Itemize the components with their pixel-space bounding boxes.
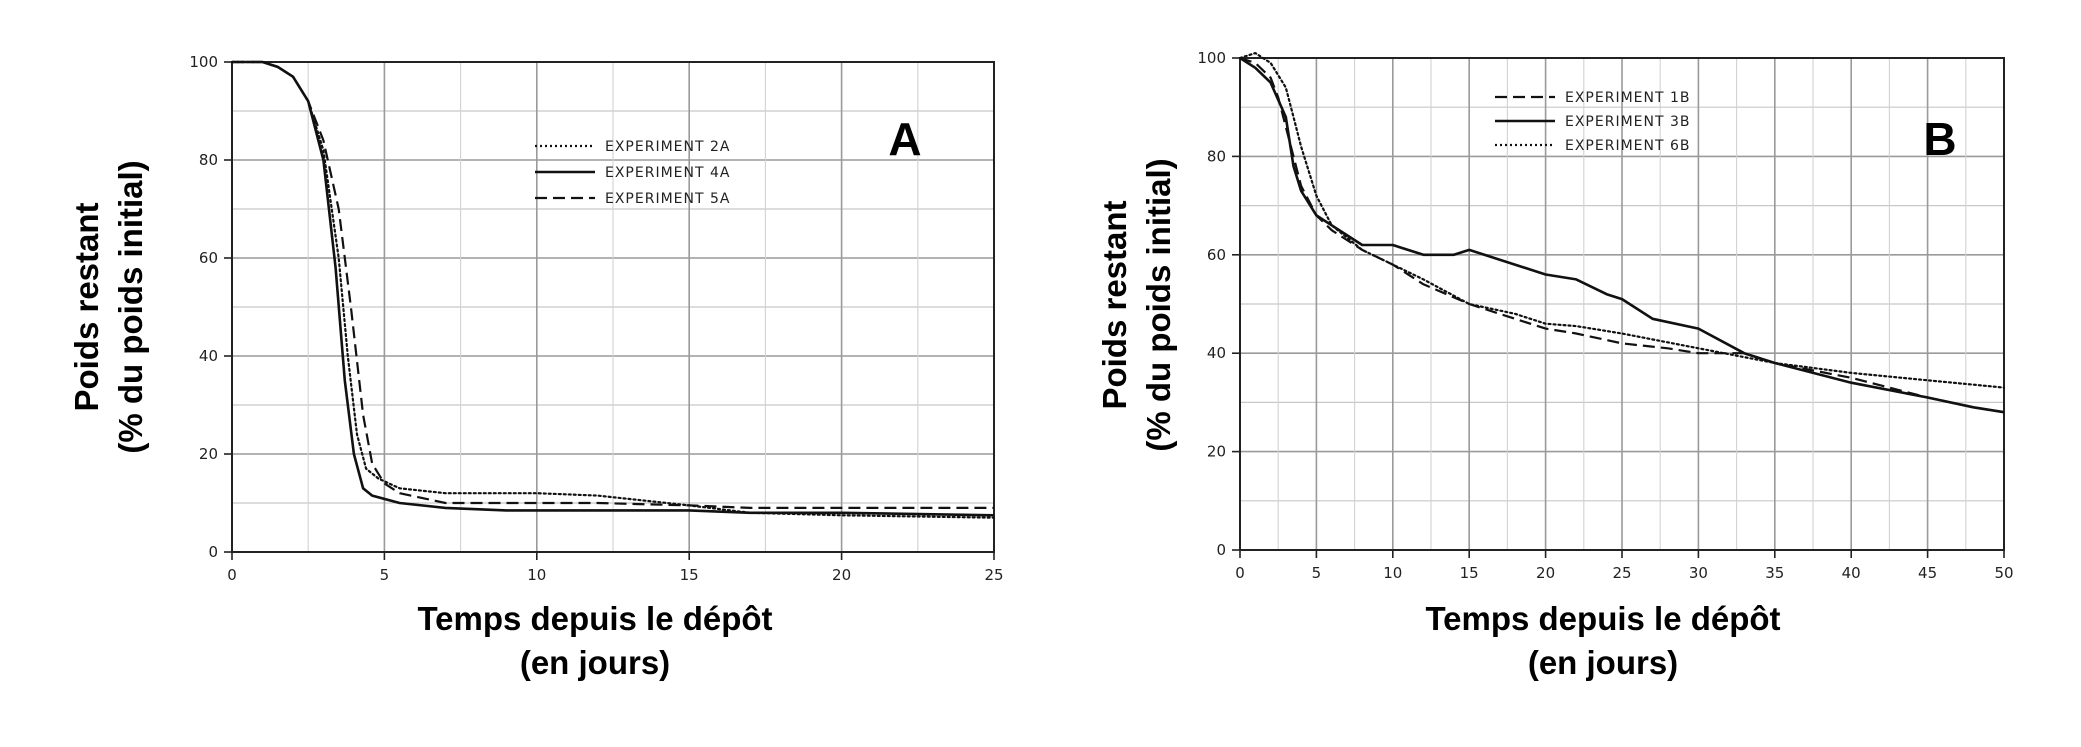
series-line-3 [1238, 52, 2006, 389]
legend-label: EXPERIMENT 3B [1565, 114, 1691, 130]
x-axis-title: (en jours) [520, 644, 670, 681]
chart-a: 0 20 40 60 80 100 0 5 10 15 20 25 EXPERIMENT 2A EXPER… [68, 53, 1004, 681]
legend-label: EXPERIMENT 5A [605, 191, 730, 207]
x-tick-label: 10 [1383, 564, 1402, 582]
x-tick-label: 25 [1612, 564, 1631, 582]
legend-label: EXPERIMENT 4A [605, 165, 730, 181]
legend-label: EXPERIMENT 1B [1565, 90, 1691, 106]
x-tick-label: 15 [1460, 564, 1479, 582]
legend-label: EXPERIMENT 6B [1565, 138, 1691, 154]
x-tick-label: 45 [1918, 564, 1937, 582]
x-tick-label: 0 [227, 566, 237, 584]
y-tick-label: 0 [208, 543, 218, 561]
x-tick-label: 10 [527, 566, 546, 584]
y-axis-title: (% du poids initial) [1140, 158, 1177, 451]
panel-label: B [1923, 113, 1956, 165]
x-axis-title: Temps depuis le dépôt [1425, 600, 1780, 637]
series-line-3 [232, 60, 994, 509]
x-tick-label: 5 [1312, 564, 1322, 582]
y-tick-label: 60 [199, 249, 218, 267]
y-tick-label: 40 [1207, 344, 1226, 362]
y-tick-label: 40 [199, 347, 218, 365]
x-tick-label: 30 [1689, 564, 1708, 582]
x-tick-label: 15 [680, 566, 699, 584]
x-tick-label: 25 [984, 566, 1003, 584]
y-tick-label: 20 [1207, 443, 1226, 461]
y-tick-label: 100 [189, 53, 218, 71]
x-axis-title: (en jours) [1528, 644, 1678, 681]
x-tick-label: 50 [1994, 564, 2013, 582]
legend-label: EXPERIMENT 2A [605, 139, 730, 155]
plot-frame [231, 61, 995, 553]
y-tick-label: 60 [1207, 246, 1226, 264]
x-tick-label: 5 [380, 566, 390, 584]
y-tick-label: 0 [1216, 541, 1226, 559]
x-tick-label: 20 [1536, 564, 1555, 582]
x-tick-label: 40 [1842, 564, 1861, 582]
y-axis-title: (% du poids initial) [112, 160, 149, 453]
y-tick-label: 80 [1207, 147, 1226, 165]
series-line-2 [232, 60, 995, 517]
chart-b: 0 20 40 60 80 100 0 5 10 15 20 25 30 35 40 45 50 EXPERIME… [1096, 49, 2014, 681]
y-tick-label: 80 [199, 151, 218, 169]
y-tick-label: 100 [1197, 49, 1226, 67]
x-tick-label: 35 [1765, 564, 1784, 582]
x-tick-label: 20 [832, 566, 851, 584]
y-axis-title: Poids restant [68, 202, 105, 411]
y-tick-label: 20 [199, 445, 218, 463]
y-axis-title: Poids restant [1096, 200, 1133, 409]
panel-label: A [888, 113, 921, 165]
x-tick-label: 0 [1235, 564, 1245, 582]
x-axis-title: Temps depuis le dépôt [417, 600, 772, 637]
